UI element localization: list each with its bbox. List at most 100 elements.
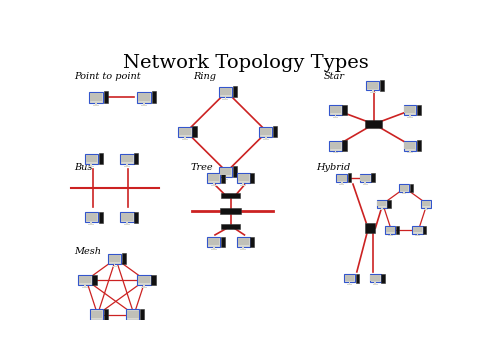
Bar	[88, 224, 95, 225]
Bar	[141, 287, 147, 288]
Bar	[356, 274, 359, 283]
Bar	[421, 200, 431, 208]
Bar	[242, 183, 244, 185]
Bar	[222, 179, 228, 180]
Bar	[90, 93, 102, 101]
Bar	[396, 226, 399, 234]
Bar	[329, 141, 342, 150]
Bar	[386, 227, 395, 232]
Bar	[374, 282, 376, 284]
Bar	[370, 274, 381, 282]
Bar	[109, 255, 120, 262]
Bar	[364, 182, 366, 184]
Bar	[345, 275, 354, 281]
Bar	[208, 174, 219, 181]
Bar	[141, 105, 147, 106]
Bar	[88, 166, 95, 167]
Bar	[367, 82, 378, 89]
Bar	[208, 238, 219, 245]
Bar	[211, 185, 217, 186]
Bar	[78, 275, 92, 285]
Bar	[372, 90, 373, 92]
Bar	[417, 105, 421, 116]
Bar	[220, 168, 231, 175]
Bar	[348, 174, 351, 183]
Bar	[213, 183, 215, 185]
Bar	[213, 247, 215, 248]
Bar	[124, 166, 130, 167]
Bar	[349, 282, 350, 284]
Bar	[225, 97, 227, 99]
Bar	[98, 153, 103, 164]
Bar	[273, 126, 277, 137]
Bar	[138, 93, 150, 101]
Bar	[413, 227, 422, 232]
Bar	[415, 235, 420, 236]
Bar	[137, 275, 151, 285]
Bar	[388, 235, 393, 236]
Bar	[366, 81, 379, 90]
Bar	[404, 107, 415, 113]
Bar	[85, 155, 97, 162]
Bar	[337, 175, 347, 181]
Bar	[221, 173, 225, 183]
Bar	[265, 137, 266, 139]
Bar	[339, 184, 344, 185]
Bar	[151, 275, 156, 285]
Bar	[120, 154, 133, 164]
Bar	[370, 92, 376, 93]
Text: Hybrid: Hybrid	[316, 163, 350, 172]
Bar	[380, 209, 384, 210]
Bar	[127, 311, 139, 318]
Bar	[84, 212, 98, 222]
Bar	[417, 140, 421, 151]
Bar	[263, 139, 269, 140]
Bar	[250, 173, 254, 183]
Bar	[399, 184, 409, 192]
Bar	[96, 320, 97, 321]
Bar	[381, 208, 383, 209]
Bar	[93, 105, 99, 106]
Bar	[126, 309, 140, 320]
Bar	[138, 276, 150, 283]
Bar	[423, 226, 426, 234]
Bar	[242, 247, 244, 248]
Bar	[124, 224, 130, 225]
Bar	[89, 91, 103, 103]
Bar	[134, 212, 138, 222]
Bar	[380, 80, 384, 91]
Bar	[192, 126, 197, 137]
Bar	[114, 264, 116, 266]
Bar	[330, 142, 341, 149]
Bar	[152, 91, 156, 103]
Bar	[360, 175, 370, 181]
Bar	[92, 275, 96, 285]
Text: Mesh: Mesh	[74, 247, 101, 256]
Bar	[237, 237, 250, 247]
Bar	[207, 237, 220, 247]
Text: Star: Star	[324, 72, 345, 81]
Bar	[365, 222, 375, 233]
Bar	[250, 237, 254, 247]
Bar	[120, 212, 133, 222]
Bar	[421, 201, 431, 207]
Bar	[132, 320, 134, 321]
Bar	[134, 153, 138, 164]
Bar	[222, 99, 228, 100]
Bar	[407, 152, 413, 153]
Bar	[412, 226, 423, 234]
Bar	[260, 128, 272, 135]
Bar	[233, 86, 237, 97]
Bar	[371, 275, 380, 281]
Bar	[259, 127, 272, 137]
Bar	[343, 105, 347, 116]
Bar	[371, 174, 375, 183]
Bar	[330, 107, 341, 113]
Bar	[143, 103, 145, 105]
Bar	[372, 284, 378, 285]
Bar	[403, 192, 405, 193]
Bar	[90, 309, 103, 320]
Bar	[93, 321, 99, 323]
Bar	[91, 311, 102, 318]
Bar	[220, 88, 231, 95]
